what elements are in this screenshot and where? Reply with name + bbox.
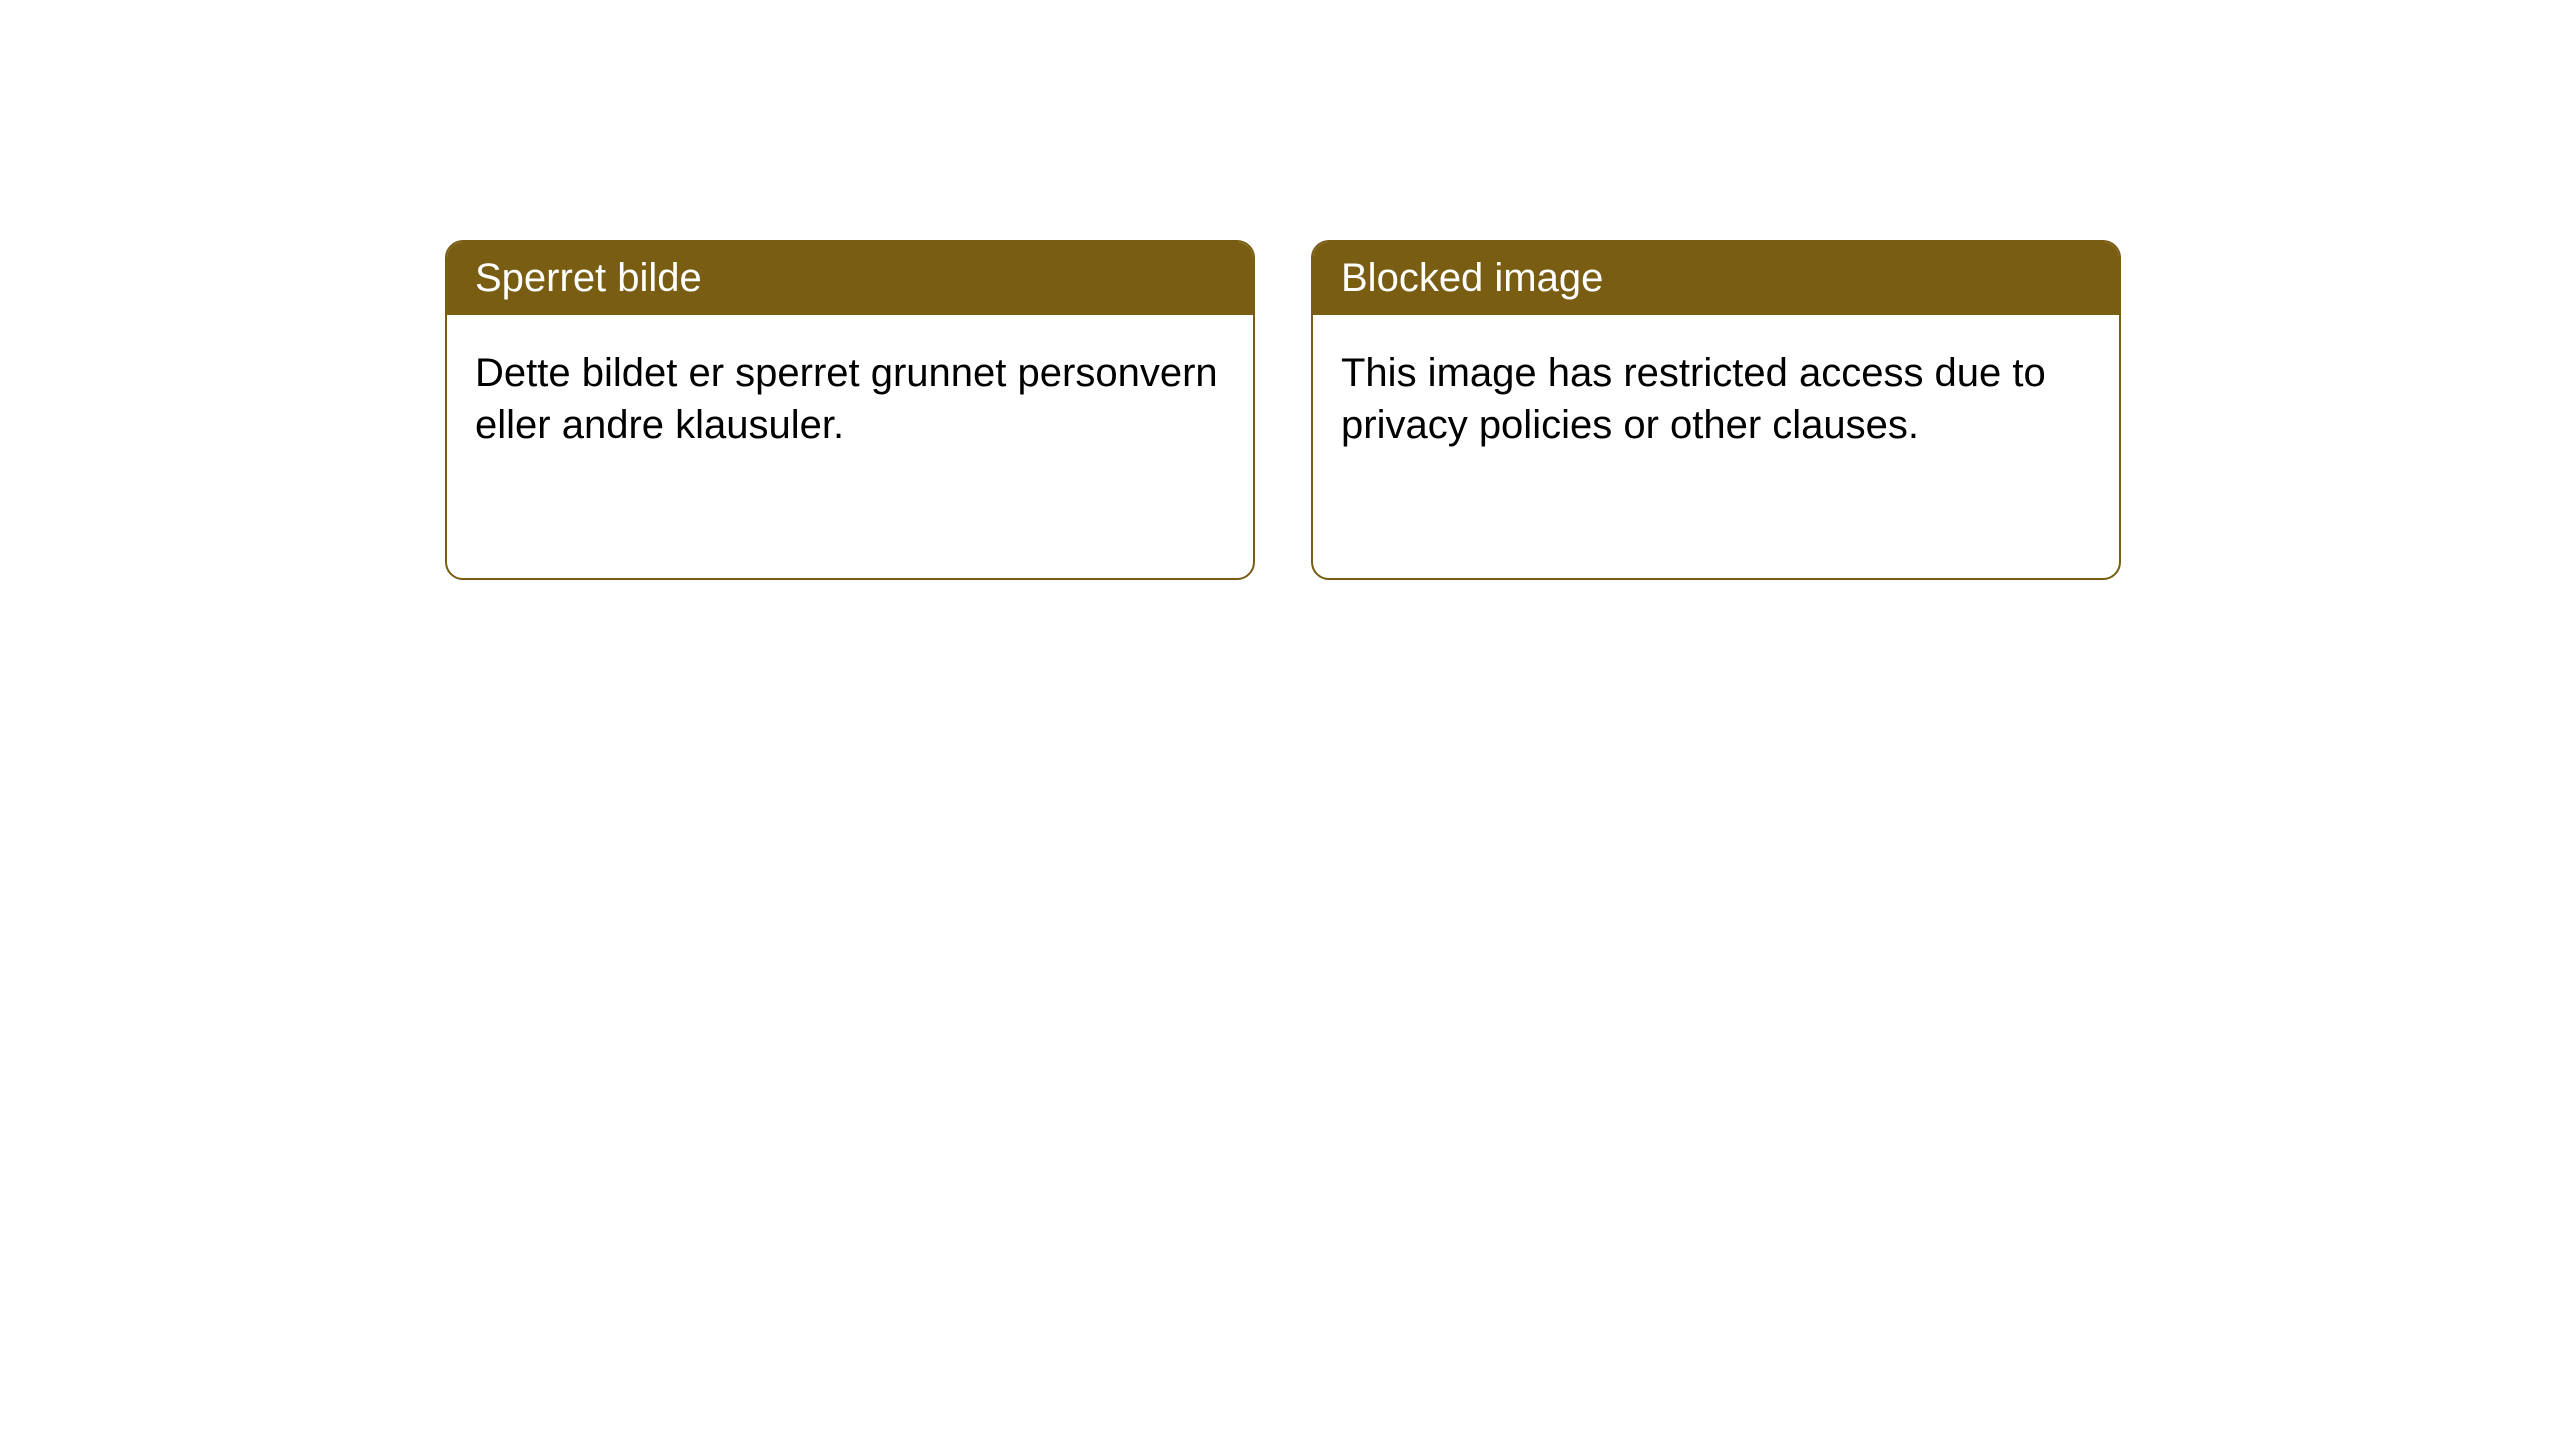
card-title: Sperret bilde — [475, 256, 702, 300]
card-body-text: This image has restricted access due to … — [1341, 351, 2046, 447]
card-header: Sperret bilde — [447, 242, 1253, 315]
card-body-text: Dette bildet er sperret grunnet personve… — [475, 351, 1218, 447]
notice-card-english: Blocked image This image has restricted … — [1311, 240, 2121, 580]
card-header: Blocked image — [1313, 242, 2119, 315]
notice-container: Sperret bilde Dette bildet er sperret gr… — [0, 0, 2560, 580]
card-body: Dette bildet er sperret grunnet personve… — [447, 315, 1253, 483]
card-title: Blocked image — [1341, 256, 1603, 300]
notice-card-norwegian: Sperret bilde Dette bildet er sperret gr… — [445, 240, 1255, 580]
card-body: This image has restricted access due to … — [1313, 315, 2119, 483]
